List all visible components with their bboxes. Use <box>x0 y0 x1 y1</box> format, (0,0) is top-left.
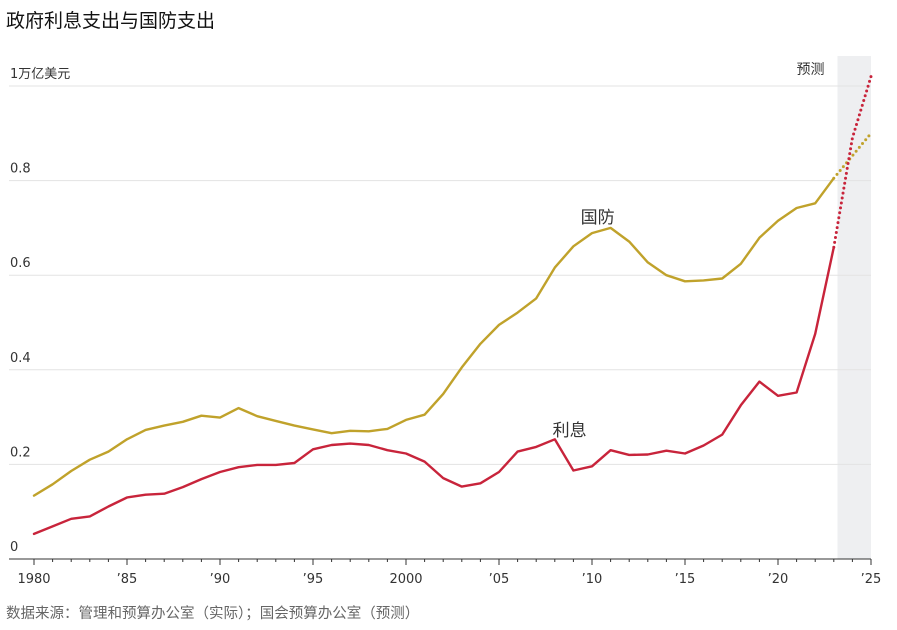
x-tick-label: 1980 <box>17 572 50 587</box>
gridlines <box>9 85 871 465</box>
series-line-0 <box>32 176 835 497</box>
x-tick-label: ’05 <box>489 572 510 587</box>
y-tick-label: 1万亿美元 <box>10 67 70 82</box>
x-axis-ticks: 1980 ’85 ’90 ’95 2000 ’05 ’10 ’15 ’20 ’25 <box>17 559 881 587</box>
x-tick-label: ’25 <box>861 572 882 587</box>
projection-band <box>837 56 871 559</box>
x-tick-label: ’95 <box>303 572 324 587</box>
x-tick-label: 2000 <box>389 572 422 587</box>
x-tick-label: ’10 <box>582 572 603 587</box>
y-tick-label: 0.2 <box>10 445 31 460</box>
x-tick-label: ’20 <box>768 572 789 587</box>
x-tick-label: ’90 <box>210 572 231 587</box>
chart-title: 政府利息支出与国防支出 <box>6 10 216 32</box>
series-label-1: 利息 <box>553 421 587 441</box>
source-note: 数据来源：管理和预算办公室（实际）；国会预算办公室（预测） <box>6 606 420 622</box>
x-tick-label: ’15 <box>675 572 696 587</box>
series-line-1 <box>32 246 835 536</box>
y-axis-ticks: 0 0.2 0.4 0.6 0.8 1万亿美元 <box>10 67 70 555</box>
series-label-0: 国防 <box>581 208 615 228</box>
y-tick-label: 0.6 <box>10 256 31 271</box>
series-lines <box>32 75 873 536</box>
series-projection-1 <box>832 75 873 249</box>
x-tick-label: ’85 <box>117 572 138 587</box>
series-projection-0 <box>832 131 873 180</box>
projection-label: 预测 <box>797 62 825 78</box>
y-tick-label: 0.8 <box>10 162 31 177</box>
y-tick-label: 0.4 <box>10 351 31 366</box>
y-tick-label: 0 <box>10 540 18 555</box>
